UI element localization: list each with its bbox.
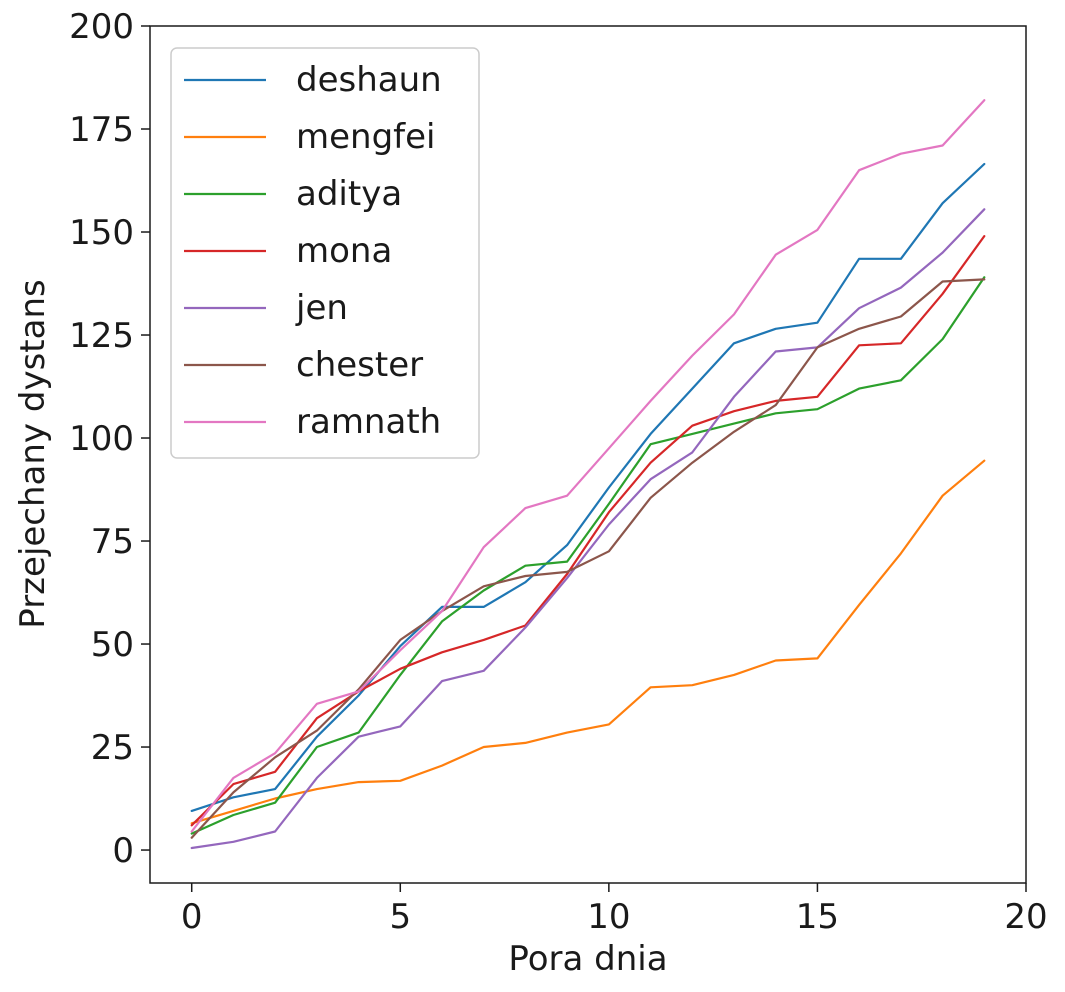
series-line-aditya [190, 276, 986, 835]
x-tick-label: 20 [1004, 897, 1047, 937]
x-tick-label: 5 [389, 897, 411, 937]
legend-label-aditya: aditya [296, 174, 402, 214]
y-tick-label: 50 [91, 625, 134, 665]
y-tick-label: 100 [69, 419, 134, 459]
legend-entries: deshaun mengfei aditya mona jen chester ramnat… [184, 60, 442, 442]
legend-label-ramnath: ramnath [296, 402, 441, 442]
series-line-jen [190, 208, 986, 850]
y-axis-label: Przejechany dystans [13, 279, 53, 628]
series-line-ramnath [190, 99, 986, 833]
legend-label-chester: chester [296, 345, 423, 385]
y-tick-label: 125 [69, 316, 134, 356]
legend: deshaun mengfei aditya mona jen chester ramnat… [170, 47, 480, 459]
legend-label-mona: mona [296, 231, 392, 271]
legend-box [170, 47, 480, 459]
series-line-mengfei [190, 459, 986, 825]
y-tick-label: 0 [112, 831, 134, 871]
y-tick-label: 200 [69, 7, 134, 47]
x-tick-label: 0 [181, 897, 203, 937]
x-axis-label: Pora dnia [508, 939, 667, 979]
series-lines [190, 99, 986, 850]
legend-label-mengfei: mengfei [296, 117, 436, 157]
series-line-mona [190, 235, 986, 827]
y-tick-label: 175 [69, 110, 134, 150]
y-tick-label: 25 [91, 728, 134, 768]
legend-label-jen: jen [295, 288, 348, 328]
series-line-deshaun [190, 162, 986, 813]
x-tick-label: 10 [587, 897, 630, 937]
y-tick-label: 150 [69, 213, 134, 253]
x-axis-ticks: 0 5 10 15 20 [181, 883, 1048, 937]
y-axis-ticks: 0 25 50 75 100 125 150 175 200 [69, 7, 150, 871]
x-tick-label: 15 [796, 897, 839, 937]
y-tick-label: 75 [91, 522, 134, 562]
series-line-chester [190, 278, 986, 839]
legend-label-deshaun: deshaun [296, 60, 442, 100]
